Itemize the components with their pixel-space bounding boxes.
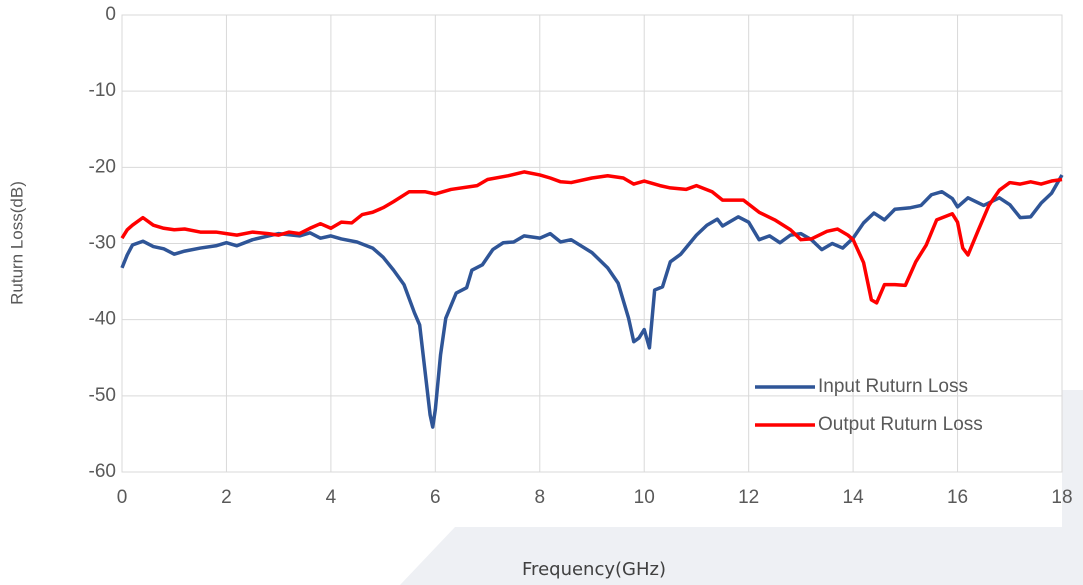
x-tick-label: 12 [738,487,759,508]
x-axis-label: Frequency(GHz) [522,559,666,580]
x-tick-label: 10 [634,487,655,508]
x-tick-label: 18 [1051,487,1072,508]
y-tick-label: -40 [89,309,116,330]
x-tick-label: 2 [221,487,232,508]
background-shape [400,390,1083,585]
legend-label: Output Ruturn Loss [818,414,983,435]
y-tick-label: -30 [89,233,116,254]
y-tick-label: -20 [89,156,116,177]
x-tick-label: 0 [117,487,128,508]
x-tick-label: 14 [843,487,865,508]
x-tick-label: 8 [534,487,545,508]
x-tick-label: 6 [430,487,441,508]
x-tick-label: 4 [326,487,337,508]
y-tick-label: -50 [89,385,116,406]
series-line [120,174,1064,429]
y-axis-label: Ruturn Loss(dB) [7,181,26,305]
legend-label: Input Ruturn Loss [818,376,968,397]
y-tick-label: -10 [89,80,116,101]
y-tick-label: -60 [89,461,116,482]
y-tick-label: 0 [105,4,116,25]
series-line [120,170,1063,305]
x-tick-label: 16 [947,487,968,508]
